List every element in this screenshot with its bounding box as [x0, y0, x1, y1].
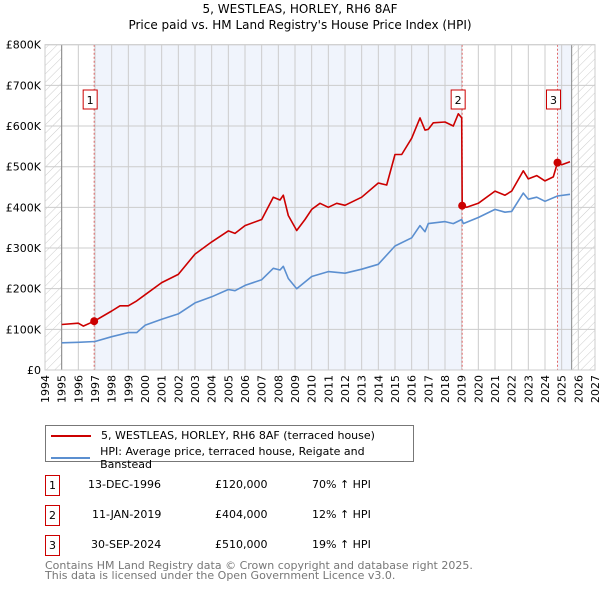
x-tick-label: 1999: [122, 375, 135, 403]
sale-marker-number: 2: [455, 94, 462, 107]
x-tick-label: 2001: [156, 375, 169, 403]
y-tick-label: £100K: [6, 323, 42, 336]
chart-title: Price paid vs. HM Land Registry's House …: [128, 18, 472, 32]
x-tick-label: 2009: [289, 375, 302, 403]
sale-marker-label: 2: [45, 505, 60, 526]
legend-swatch-hpi: [51, 457, 91, 459]
sale-price: £120,000: [215, 478, 268, 491]
sale-marker-label: 3: [45, 535, 60, 556]
x-tick-label: 2003: [189, 375, 202, 403]
x-tick-label: 2018: [439, 375, 452, 403]
sale-hpi-diff: 70% ↑ HPI: [312, 478, 371, 491]
x-tick-label: 2015: [389, 375, 402, 403]
x-tick-label: 2005: [222, 375, 235, 403]
y-tick-label: £300K: [6, 242, 42, 255]
y-tick-label: £800K: [6, 39, 42, 52]
legend-swatch-property: [51, 434, 91, 437]
x-tick-label: 2000: [139, 375, 152, 403]
x-tick-label: 2023: [522, 375, 535, 403]
x-tick-label: 2013: [356, 375, 369, 403]
sale-row: 2 11-JAN-2019 £404,000 12% ↑ HPI: [45, 505, 445, 526]
sale-marker-number: 3: [550, 94, 557, 107]
sale-marker-box: [450, 89, 466, 110]
legend-item-property: 5, WESTLEAS, HORLEY, RH6 8AF (terraced h…: [51, 429, 375, 442]
x-tick-label: 2022: [506, 375, 519, 403]
sale-hpi-diff: 12% ↑ HPI: [312, 508, 371, 521]
sale-price: £510,000: [215, 538, 268, 551]
property-price-line: [61, 113, 571, 327]
sale-price: £404,000: [215, 508, 268, 521]
y-tick-label: £600K: [6, 120, 42, 133]
x-tick-label: 2016: [406, 375, 419, 403]
sale-point: [458, 201, 467, 210]
footer-copyright: Contains HM Land Registry data © Crown c…: [45, 559, 473, 572]
x-tick-label: 1997: [89, 375, 102, 403]
x-tick-label: 2026: [572, 375, 585, 403]
sale-date: 11-JAN-2019: [92, 508, 162, 521]
footer-licence: This data is licensed under the Open Gov…: [45, 569, 396, 582]
x-tick-label: 1998: [106, 375, 119, 403]
x-tick-label: 2024: [539, 375, 552, 403]
legend: 5, WESTLEAS, HORLEY, RH6 8AF (terraced h…: [45, 425, 414, 471]
x-tick-label: 1994: [39, 375, 52, 403]
x-tick-label: 2017: [422, 375, 435, 403]
x-tick-label: 2010: [306, 375, 319, 403]
x-tick-label: 2007: [256, 375, 269, 403]
x-tick-label: 1996: [72, 375, 85, 403]
price-chart: 1994 1995 1996 1997 1998 1999 2000 2001 2002 2003…: [6, 39, 600, 403]
x-tick-label: 2008: [272, 375, 285, 403]
sale-marker-box: [82, 89, 98, 110]
sale-row: 3 30-SEP-2024 £510,000 19% ↑ HPI: [45, 535, 445, 556]
x-tick-label: 2027: [589, 375, 600, 403]
x-tick-label: 2020: [472, 375, 485, 403]
sale-point: [553, 158, 562, 167]
x-tick-label: 1995: [56, 375, 69, 403]
x-tick-label: 2021: [489, 375, 502, 403]
sale-hpi-diff: 19% ↑ HPI: [312, 538, 371, 551]
x-tick-label: 2019: [456, 375, 469, 403]
hpi-line: [61, 192, 571, 344]
sale-date: 13-DEC-1996: [88, 478, 162, 491]
sale-marker-label: 1: [45, 475, 60, 496]
sale-row: 1 13-DEC-1996 £120,000 70% ↑ HPI: [45, 475, 445, 496]
y-tick-label: £0: [27, 364, 41, 377]
sale-marker-box: [546, 89, 561, 110]
sale-marker-number: 1: [87, 94, 94, 107]
legend-label-hpi: HPI: Average price, terraced house, Reig…: [100, 445, 365, 471]
y-tick-label: £500K: [6, 161, 42, 174]
sale-point: [90, 317, 99, 326]
y-tick-label: £200K: [6, 283, 42, 296]
x-tick-label: 2025: [556, 375, 569, 403]
y-tick-label: £400K: [6, 201, 42, 214]
x-tick-label: 2004: [206, 375, 219, 403]
sale-date: 30-SEP-2024: [91, 538, 162, 551]
chart-title-address: 5, WESTLEAS, HORLEY, RH6 8AF: [202, 2, 398, 16]
x-tick-label: 2011: [322, 375, 335, 403]
x-tick-label: 2014: [372, 375, 385, 403]
y-tick-label: £700K: [6, 79, 42, 92]
legend-label-property: 5, WESTLEAS, HORLEY, RH6 8AF (terraced h…: [101, 429, 375, 442]
x-tick-label: 2006: [239, 375, 252, 403]
x-tick-label: 2012: [339, 375, 352, 403]
legend-item-hpi: HPI: Average price, terraced house, Reig…: [51, 445, 413, 471]
x-tick-label: 2002: [172, 375, 185, 403]
plot-frame: [44, 44, 596, 371]
